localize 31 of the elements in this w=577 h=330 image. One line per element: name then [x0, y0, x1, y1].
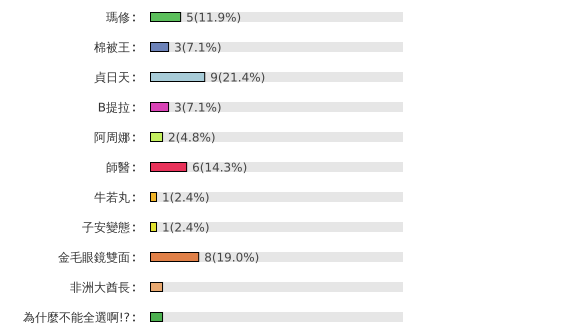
bar [150, 252, 200, 262]
bar [150, 72, 206, 82]
bar [150, 222, 158, 232]
data-label: 1(2.4%) [162, 220, 210, 234]
bar [150, 102, 170, 112]
data-label: 8(19.0%) [204, 250, 260, 264]
y-tick-label: 貞日天 [94, 70, 130, 84]
y-tick-label: 阿周娜 [94, 130, 130, 144]
y-tick-label: 為什麼不能全選啊!? [22, 310, 130, 324]
bar [150, 12, 182, 22]
data-label: 6(14.3%) [192, 160, 248, 174]
bar [150, 162, 188, 172]
y-tick-label: 瑪修 [106, 10, 130, 24]
y-tick-label: B提拉 [98, 100, 130, 114]
y-tick-label: 牛若丸 [94, 190, 130, 204]
y-tick-label: 棉被王 [94, 40, 130, 54]
y-tick-label: 子安變態 [82, 220, 130, 234]
bar [150, 132, 164, 142]
y-tick-label: 師醫 [106, 160, 130, 174]
data-label: 3(7.1%) [174, 100, 222, 114]
y-tick-label: 非洲大酋長 [70, 280, 130, 294]
bar [150, 42, 170, 52]
bar [150, 282, 164, 292]
y-tick-label: 金毛眼鏡雙面 [58, 250, 130, 264]
bar [150, 192, 158, 202]
data-label: 9(21.4%) [210, 70, 266, 84]
data-label: 5(11.9%) [186, 10, 242, 24]
bar [150, 312, 164, 322]
data-label: 3(7.1%) [174, 40, 222, 54]
data-label: 2(4.8%) [168, 130, 216, 144]
data-label: 1(2.4%) [162, 190, 210, 204]
